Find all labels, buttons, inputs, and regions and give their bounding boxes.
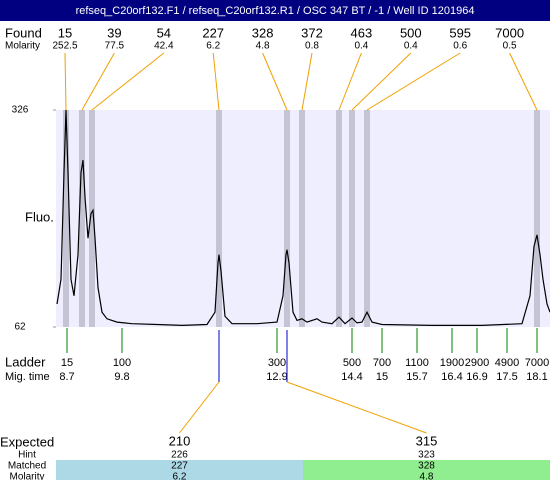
expected-connector <box>179 381 220 434</box>
ladder-size: 500 <box>343 357 361 369</box>
expected-size: 210 <box>169 433 191 448</box>
peak-connector <box>64 52 67 111</box>
ladder-time: 16.9 <box>466 371 487 383</box>
mig-time-label: Mig. time <box>5 371 50 383</box>
peak-molarity: 252.5 <box>52 41 77 52</box>
expected-hint: 323 <box>418 450 435 461</box>
peak-band <box>63 110 69 327</box>
matched-label: Matched <box>8 461 46 472</box>
expected-molarity: 4.8 <box>420 472 434 480</box>
expected-molarity: 6.2 <box>173 472 187 480</box>
peak-size: 372 <box>301 25 323 40</box>
ladder-size: 300 <box>268 357 286 369</box>
ladder-time: 17.5 <box>496 371 517 383</box>
peak-size: 227 <box>202 25 224 40</box>
y-axis-label: Fluo. <box>25 209 54 224</box>
peak-size: 463 <box>351 25 373 40</box>
ladder-time: 12.9 <box>266 371 287 383</box>
peak-size: 500 <box>400 25 422 40</box>
ladder-time: 14.4 <box>341 371 362 383</box>
peak-molarity: 6.2 <box>206 41 220 52</box>
peak-band <box>216 110 222 327</box>
ladder-time: 8.7 <box>59 371 74 383</box>
peak-molarity: 42.4 <box>154 41 174 52</box>
peak-band <box>299 110 305 327</box>
peak-band <box>79 110 85 327</box>
ladder-time: 15.7 <box>406 371 427 383</box>
peak-connector <box>262 52 288 111</box>
peak-band <box>364 110 370 327</box>
peak-band <box>534 110 540 327</box>
peak-connector <box>91 52 165 111</box>
peak-molarity: 0.4 <box>354 41 368 52</box>
peak-connector <box>509 52 538 111</box>
title: refseq_C20orf132.F1 / refseq_C20orf132.R… <box>76 5 475 17</box>
expected-hint: 226 <box>171 450 188 461</box>
peak-molarity: 0.4 <box>404 41 418 52</box>
peak-size: 328 <box>252 25 274 40</box>
expected-label: Expected <box>0 434 54 449</box>
peak-connector <box>366 52 461 111</box>
peak-band <box>284 110 290 327</box>
peak-molarity: 0.8 <box>305 41 319 52</box>
peak-band <box>349 110 355 327</box>
peak-connector <box>81 52 115 111</box>
molarity-label: Molarity <box>5 41 40 52</box>
peak-molarity: 77.5 <box>105 41 125 52</box>
expected-bg <box>56 460 303 480</box>
peak-connector <box>351 52 412 111</box>
ladder-time: 18.1 <box>526 371 547 383</box>
peak-molarity: 0.6 <box>453 41 467 52</box>
ladder-size: 2900 <box>465 357 489 369</box>
hint-label: Hint <box>18 450 36 461</box>
peak-size: 7000 <box>495 25 524 40</box>
peak-size: 39 <box>107 25 121 40</box>
expected-matched: 328 <box>418 461 435 472</box>
peak-connector <box>338 52 362 111</box>
title-bar <box>0 0 550 21</box>
expected-connector <box>286 381 427 434</box>
y-tick-label: 62 <box>14 322 26 333</box>
ladder-size: 700 <box>373 357 391 369</box>
peak-connector <box>212 52 220 111</box>
peak-size: 15 <box>58 25 72 40</box>
peak-band <box>89 110 95 327</box>
peak-band <box>336 110 342 327</box>
expected-bg <box>303 460 550 480</box>
ladder-size: 4900 <box>495 357 519 369</box>
ladder-time: 9.8 <box>114 371 129 383</box>
expected-matched: 227 <box>171 461 188 472</box>
ladder-label: Ladder <box>5 354 46 369</box>
peak-molarity: 0.5 <box>503 41 517 52</box>
ladder-time: 15 <box>376 371 388 383</box>
ladder-size: 1100 <box>405 357 429 369</box>
y-tick-label: 326 <box>12 105 29 116</box>
ladder-time: 16.4 <box>441 371 462 383</box>
peak-size: 595 <box>449 25 471 40</box>
found-label: Found <box>5 25 42 40</box>
exp-molarity-label: Molarity <box>9 472 44 480</box>
trace <box>56 109 550 327</box>
peak-size: 54 <box>157 25 171 40</box>
peak-molarity: 4.8 <box>256 41 270 52</box>
ladder-size: 1900 <box>440 357 464 369</box>
ladder-size: 100 <box>113 357 131 369</box>
peak-connector <box>301 52 313 111</box>
ladder-size: 7000 <box>525 357 549 369</box>
ladder-size: 15 <box>61 357 73 369</box>
expected-size: 315 <box>416 433 438 448</box>
